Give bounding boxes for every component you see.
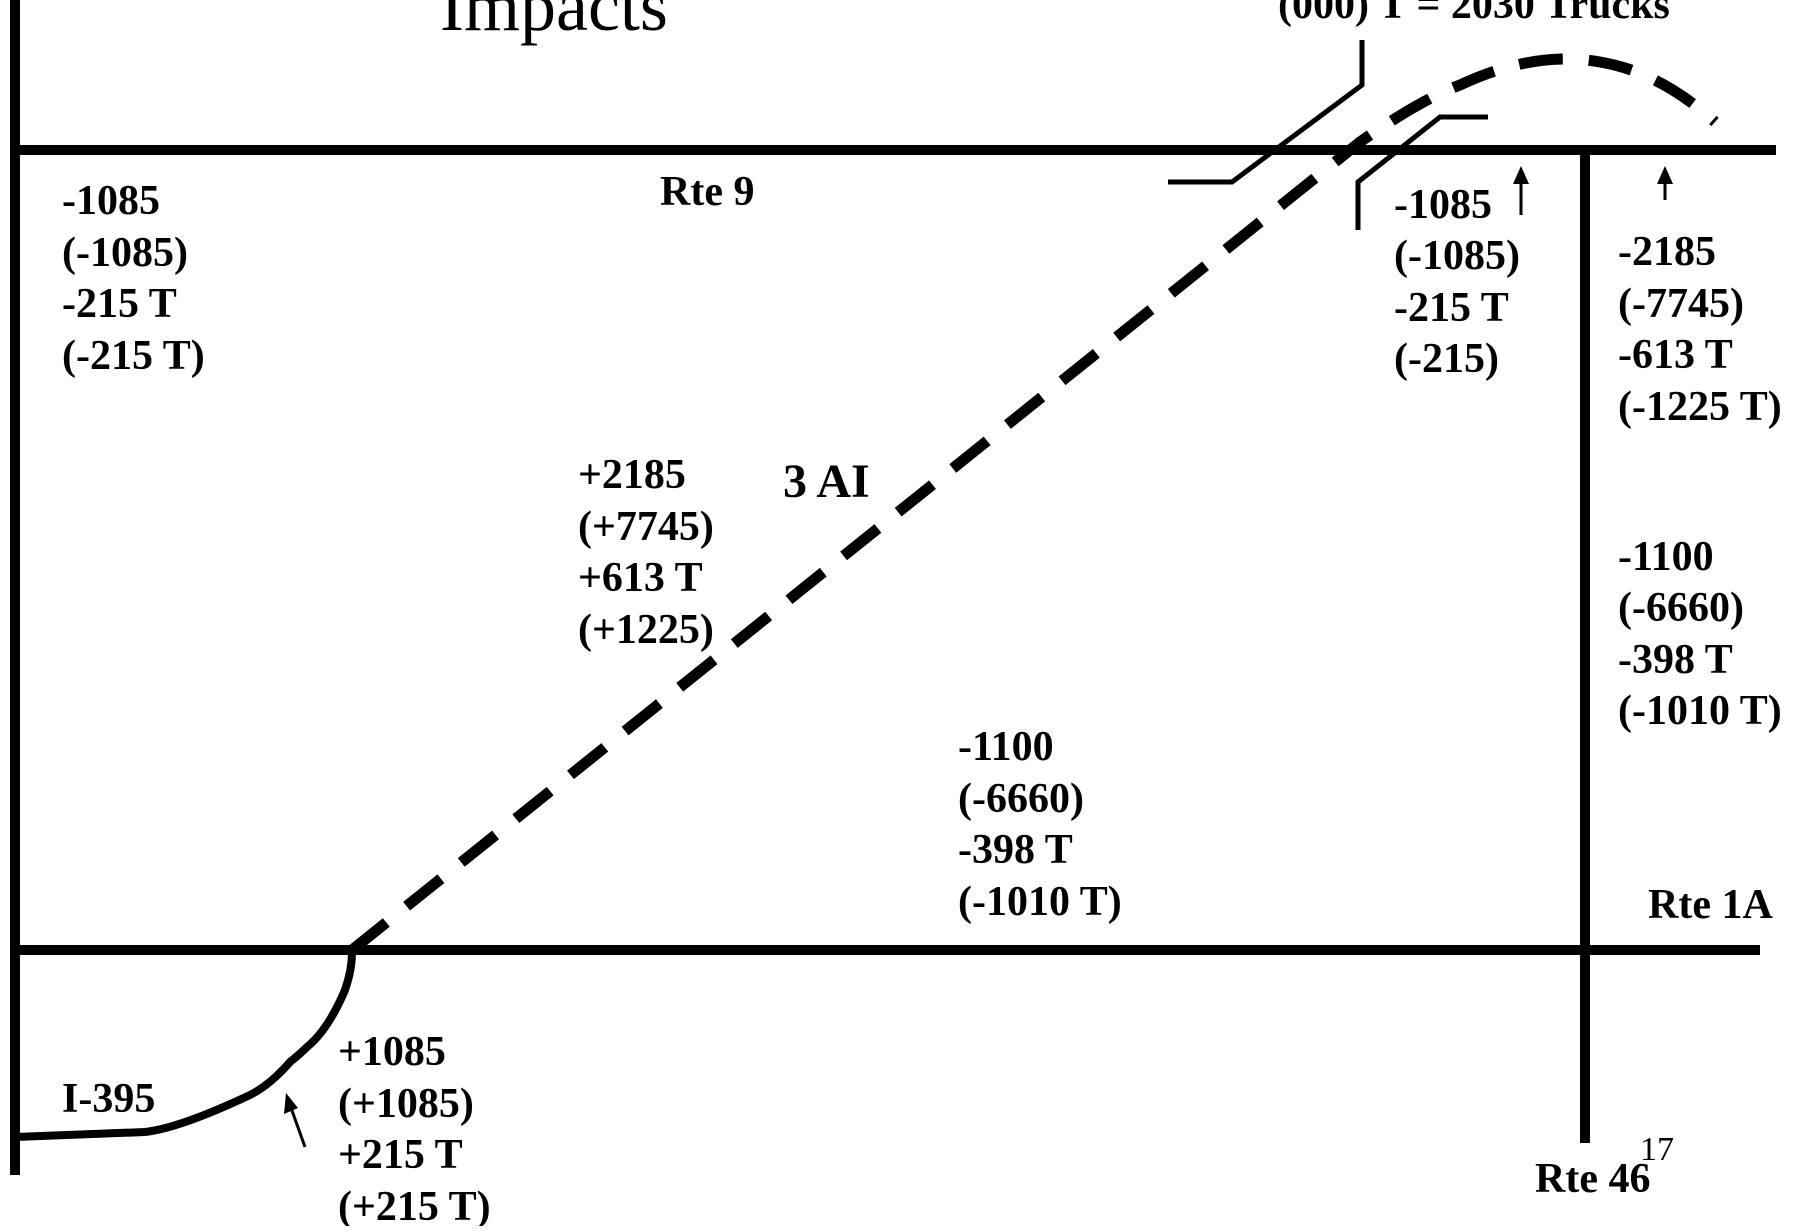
roads — [10, 0, 1776, 1175]
volume-line: -215 T — [1394, 285, 1509, 331]
arrow-i395-ramp — [288, 1104, 307, 1148]
diagram-title: Impacts — [440, 0, 668, 46]
volume-line: +2185 — [578, 452, 686, 498]
volume-line: (-7745) — [1618, 281, 1744, 327]
volume-line: -1085 — [1394, 182, 1492, 228]
volume-line: (-1085) — [62, 230, 188, 276]
ai3-label: 3 AI — [783, 455, 870, 508]
volume-line: (-6660) — [1618, 585, 1744, 631]
volume-line: -2185 — [1618, 229, 1716, 275]
volume-block-rte9-west: -1085 (-1085) -215 T (-215 T) — [62, 178, 205, 379]
volume-block-rte1a-north: -2185 (-7745) -613 T (-1225 T) — [1618, 229, 1782, 430]
i395-road — [11, 948, 356, 1141]
volume-line: (-1225 T) — [1618, 384, 1782, 430]
volume-line: -1100 — [958, 724, 1054, 770]
rte46-label: Rte 46 — [1535, 1156, 1650, 1202]
volume-line: (+1085) — [338, 1081, 474, 1127]
volume-line: +1085 — [338, 1029, 446, 1075]
rte9-ramp-east — [1355, 114, 1488, 230]
arrowhead-i395-ramp — [284, 1093, 298, 1114]
volume-line: (-1010 T) — [958, 879, 1122, 925]
volume-line: (-6660) — [958, 776, 1084, 822]
volume-line: +613 T — [578, 555, 703, 601]
ai3-dashed-alignment — [348, 53, 1719, 955]
volume-line: (+7745) — [578, 504, 714, 550]
volume-line: (+1225) — [578, 607, 714, 653]
i395-label: I-395 — [62, 1076, 155, 1122]
volume-line: (-1085) — [1394, 233, 1520, 279]
volume-line: (-1010 T) — [1618, 688, 1782, 734]
volume-block-rte1a-mid: -1100 (-6660) -398 T (-1010 T) — [1618, 534, 1782, 734]
page-number: 17 — [1640, 1131, 1674, 1168]
volume-line: (+215 T) — [338, 1184, 491, 1226]
volume-line: +215 T — [338, 1132, 463, 1178]
legend-note: (000) T = 2030 Trucks — [1278, 0, 1670, 28]
volume-line: -215 T — [62, 281, 177, 327]
volume-line: (-215 T) — [62, 333, 205, 379]
volume-block-rte9-east: -1085 (-1085) -215 T (-215) — [1394, 182, 1520, 382]
arrow-heads — [284, 166, 1673, 1114]
arrowhead-rte46-north — [1657, 166, 1673, 184]
volume-line: -1085 — [62, 178, 160, 224]
volume-block-i395-ramp: +1085 (+1085) +215 T (+215 T) — [338, 1029, 491, 1230]
volume-block-ai3-mid: +2185 (+7745) +613 T (+1225) — [578, 452, 714, 653]
rte1a-label: Rte 1A — [1648, 882, 1773, 928]
volume-block-bottom-center: -1100 (-6660) -398 T (-1010 T) — [958, 724, 1122, 925]
rte9-label: Rte 9 — [660, 169, 754, 215]
volume-line: (-215) — [1394, 336, 1499, 382]
volume-line: -613 T — [1618, 332, 1733, 378]
volume-line: -398 T — [958, 827, 1073, 873]
volume-line: -398 T — [1618, 637, 1733, 683]
arrowhead-rte9-east — [1513, 166, 1529, 184]
rte9-ramp-west — [1168, 40, 1365, 185]
volume-line: -1100 — [1618, 534, 1714, 580]
